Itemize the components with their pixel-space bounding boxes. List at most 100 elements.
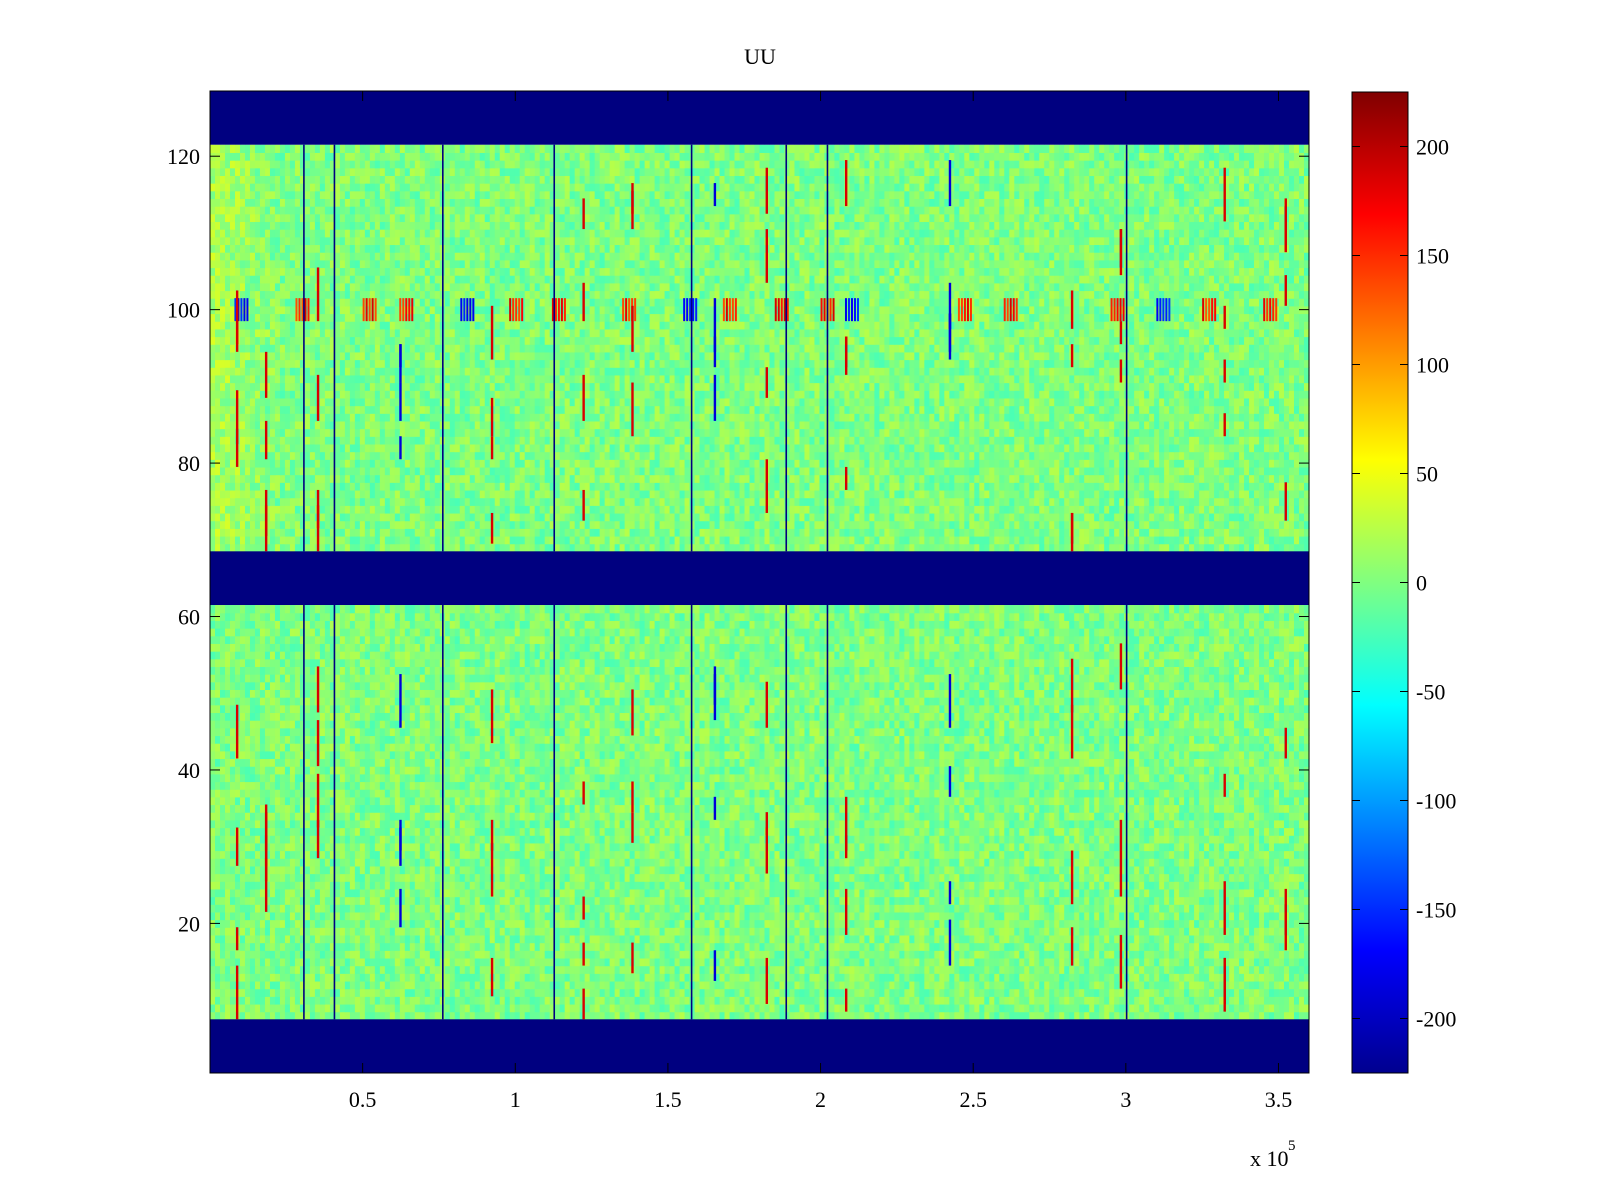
heatmap-cell bbox=[1019, 865, 1025, 875]
heatmap-cell bbox=[504, 957, 511, 967]
heatmap-cell bbox=[389, 865, 396, 875]
heatmap-cell bbox=[379, 927, 386, 936]
heatmap-cell bbox=[779, 927, 786, 936]
heatmap-cell bbox=[834, 904, 841, 913]
heatmap-cell bbox=[674, 934, 681, 944]
heatmap-cell bbox=[704, 1003, 711, 1013]
heatmap-cell bbox=[679, 873, 686, 882]
heatmap-cell bbox=[1014, 988, 1020, 997]
heatmap-cell bbox=[239, 927, 246, 936]
heatmap-cell bbox=[614, 911, 621, 921]
heatmap-cell bbox=[314, 881, 321, 890]
heatmap-cell bbox=[384, 888, 391, 898]
heatmap-cell bbox=[909, 888, 915, 898]
heatmap-cell bbox=[594, 973, 601, 982]
heatmap-cell bbox=[1099, 950, 1105, 959]
heatmap-cell bbox=[864, 1003, 870, 1013]
heatmap-cell bbox=[469, 881, 476, 890]
heatmap-cell bbox=[684, 865, 691, 875]
heatmap-cell bbox=[1274, 934, 1280, 944]
heatmap-cell bbox=[879, 919, 885, 928]
heatmap-cell bbox=[1024, 957, 1030, 967]
heatmap-cell bbox=[1164, 957, 1170, 967]
heatmap-cell bbox=[859, 873, 866, 882]
heatmap-cell bbox=[879, 896, 885, 905]
heatmap-cell bbox=[1244, 1003, 1250, 1013]
heatmap-cell bbox=[509, 888, 516, 898]
heatmap-cell bbox=[784, 942, 791, 951]
heatmap-cell bbox=[344, 950, 351, 959]
heatmap-cell bbox=[299, 965, 306, 974]
heatmap-cell bbox=[919, 942, 925, 951]
heatmap-cell bbox=[1294, 1003, 1300, 1013]
heatmap-cell bbox=[549, 973, 556, 982]
heatmap-cell bbox=[1154, 873, 1160, 882]
heatmap-cell bbox=[215, 934, 221, 944]
heatmap-cell bbox=[1299, 850, 1305, 859]
heatmap-cell bbox=[394, 950, 401, 959]
heatmap-cell bbox=[254, 873, 261, 882]
heatmap-cell bbox=[564, 934, 571, 944]
heatmap-cell bbox=[374, 957, 381, 967]
heatmap-cell bbox=[819, 988, 826, 997]
heatmap-cell bbox=[1189, 957, 1195, 967]
heatmap-cell bbox=[609, 957, 616, 967]
heatmap-cell bbox=[989, 973, 995, 982]
heatmap-cell bbox=[859, 881, 866, 890]
heatmap-cell bbox=[999, 919, 1005, 928]
heatmap-cell bbox=[744, 973, 751, 982]
heatmap-cell bbox=[904, 957, 910, 967]
heatmap-cell bbox=[329, 881, 336, 890]
heatmap-cell bbox=[724, 904, 731, 913]
heatmap-cell bbox=[284, 1003, 291, 1013]
heatmap-cell bbox=[1239, 965, 1245, 974]
heatmap-cell bbox=[1234, 858, 1240, 867]
heatmap-cell bbox=[264, 957, 271, 967]
heatmap-cell bbox=[729, 1011, 736, 1020]
heatmap-cell bbox=[969, 950, 975, 959]
heatmap-cell bbox=[1059, 919, 1065, 928]
heatmap-cell bbox=[849, 950, 856, 959]
heatmap-cell bbox=[1189, 980, 1195, 990]
heatmap-cell bbox=[304, 973, 311, 982]
heatmap-cell bbox=[594, 1011, 601, 1020]
heatmap-cell bbox=[304, 919, 311, 928]
heatmap-cell bbox=[1164, 988, 1170, 997]
heatmap-cell bbox=[1289, 865, 1295, 875]
heatmap-cell bbox=[1134, 934, 1140, 944]
heatmap-cell bbox=[444, 1003, 451, 1013]
heatmap-cell bbox=[474, 1003, 481, 1013]
heatmap-cell bbox=[924, 957, 930, 967]
heatmap-cell bbox=[954, 850, 960, 859]
heatmap-cell bbox=[314, 896, 321, 905]
heatmap-cell bbox=[624, 911, 631, 921]
heatmap-cell bbox=[984, 965, 990, 974]
heatmap-cell bbox=[474, 996, 481, 1005]
heatmap-cell bbox=[454, 858, 461, 867]
heatmap-cell bbox=[649, 957, 656, 967]
heatmap-cell bbox=[964, 850, 970, 859]
heatmap-cell bbox=[939, 904, 945, 913]
heatmap-cell bbox=[389, 842, 396, 852]
heatmap-cell bbox=[784, 911, 791, 921]
heatmap-cell bbox=[339, 896, 346, 905]
heatmap-cell bbox=[734, 842, 741, 852]
heatmap-cell bbox=[414, 842, 421, 852]
heatmap-cell bbox=[484, 904, 491, 913]
heatmap-cell bbox=[1169, 919, 1175, 928]
heatmap-cell bbox=[674, 957, 681, 967]
heatmap-cell bbox=[210, 927, 216, 936]
heatmap-cell bbox=[714, 1003, 721, 1013]
heatmap-cell bbox=[999, 873, 1005, 882]
heatmap-cell bbox=[504, 934, 511, 944]
heatmap-cell bbox=[224, 842, 231, 852]
heatmap-cell bbox=[999, 858, 1005, 867]
heatmap-cell bbox=[1204, 950, 1210, 959]
heatmap-cell bbox=[294, 858, 301, 867]
heatmap-cell bbox=[1194, 904, 1200, 913]
heatmap-cell bbox=[794, 950, 801, 959]
heatmap-cell bbox=[1274, 865, 1280, 875]
heatmap-cell bbox=[819, 865, 826, 875]
heatmap-cell bbox=[1084, 1003, 1090, 1013]
heatmap-cell bbox=[424, 996, 431, 1005]
